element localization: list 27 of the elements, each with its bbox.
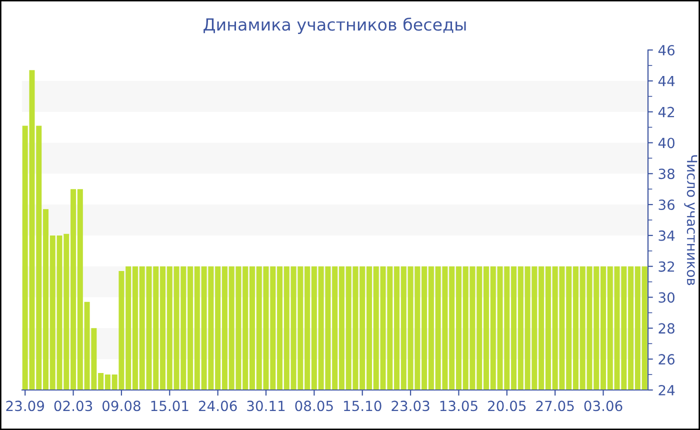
x-tick-label: 09.08 xyxy=(102,400,140,412)
y-tick-label: 26 xyxy=(658,354,675,365)
y-tick-label: 36 xyxy=(658,200,675,210)
y-tick-label: 34 xyxy=(658,230,675,241)
y-tick-label: 32 xyxy=(658,261,674,272)
x-tick-label: 27.05 xyxy=(536,400,574,412)
y-tick-label: 42 xyxy=(658,106,674,118)
y-tick-label: 24 xyxy=(658,384,675,396)
chart-title: Динамика участников беседы xyxy=(204,18,466,34)
x-tick-label: 20.05 xyxy=(488,400,526,412)
y-tick-label: 44 xyxy=(658,76,675,86)
y-tick-label: 28 xyxy=(658,323,674,334)
y-tick-label: 40 xyxy=(658,138,674,148)
x-tick-label: 13.05 xyxy=(440,400,478,412)
x-tick-label: 08.05 xyxy=(295,400,333,412)
y-tick-label: 46 xyxy=(658,44,675,56)
y-tick-label: 30 xyxy=(658,292,674,303)
x-tick-label: 02.03 xyxy=(54,400,92,412)
x-tick-label: 03.06 xyxy=(584,400,622,412)
y-axis-title: Число участников xyxy=(684,155,698,286)
x-tick-label: 30.11 xyxy=(247,400,285,412)
x-tick-label: 24.06 xyxy=(198,400,237,412)
x-tick-label: 15.10 xyxy=(344,400,382,412)
x-tick-label: 23.03 xyxy=(392,400,430,412)
y-tick-label: 38 xyxy=(658,168,674,180)
x-tick-label: 23.09 xyxy=(6,400,44,412)
x-tick-label: 15.01 xyxy=(151,400,188,412)
